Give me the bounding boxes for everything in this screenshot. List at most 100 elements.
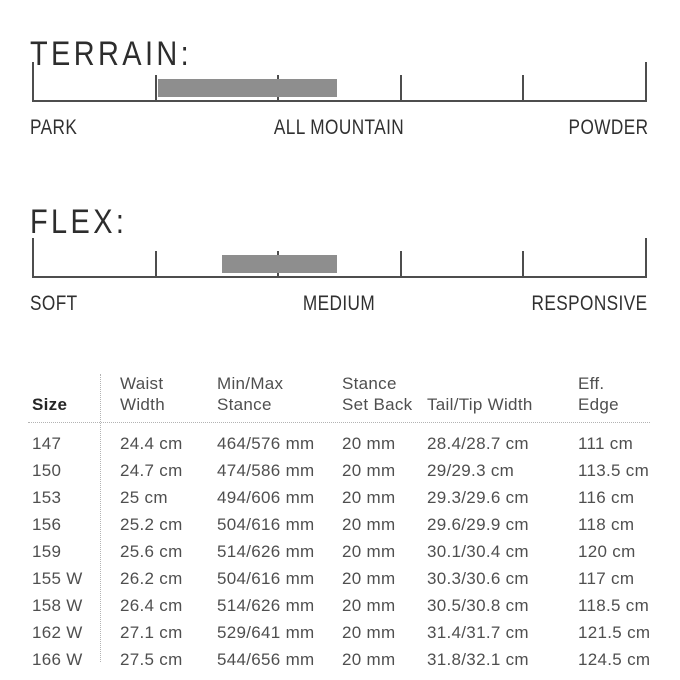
table-cell: 158 W [32,596,83,616]
table-cell: 29.6/29.9 cm [427,514,529,534]
terrain-label-powder: POWDER [568,116,648,139]
header-cell: Tail/Tip Width [427,395,533,415]
scale-tick [645,62,647,102]
terrain-scale [32,62,647,102]
scale-tick [522,75,525,102]
flex-label-responsive: RESPONSIVE [531,292,648,315]
header-cell: Waist Width [120,373,165,415]
flex-label-medium: MEDIUM [302,292,376,315]
table-cell: 504/616 mm [217,569,315,589]
table-cell: 24.7 cm [120,460,183,480]
table-row: 159 25.6 cm 514/626 mm 20 mm 30.1/30.4 cm 120… [32,538,650,565]
table-cell: 30.5/30.8 cm [427,596,529,616]
table-cell: 124.5 cm [578,650,651,670]
table-cell: 30.3/30.6 cm [427,569,529,589]
table-cell: 26.2 cm [120,569,183,589]
table-cell: 25.6 cm [120,541,183,561]
table-cell: 20 mm [342,623,396,643]
scale-tick [154,251,157,278]
table-cell: 514/626 mm [217,541,315,561]
table-cell: 504/616 mm [217,514,315,534]
scale-tick [154,75,157,102]
size-table-header-row: Size Waist Width Min/Max Stance Stance Set … [32,370,650,418]
table-cell: 29.3/29.6 cm [427,487,529,507]
flex-scale [32,238,647,278]
table-row: 150 24.7 cm 474/586 mm 20 mm 29/29.3 cm 113.5… [32,457,650,484]
table-cell: 31.8/32.1 cm [427,650,529,670]
table-cell: 121.5 cm [578,623,651,643]
header-cell: Min/Max Stance [217,373,284,415]
table-cell: 120 cm [578,541,636,561]
table-cell: 20 mm [342,650,396,670]
table-cell: 27.1 cm [120,623,183,643]
table-cell: 111 cm [578,433,634,453]
terrain-heading: TERRAIN: [30,35,193,74]
scale-tick [32,238,34,278]
table-row: 158 W 26.4 cm 514/626 mm 20 mm 30.5/30.8 cm 1… [32,593,650,620]
table-cell: 26.4 cm [120,596,183,616]
table-cell: 116 cm [578,487,635,507]
table-cell: 20 mm [342,541,396,561]
flex-scale-labels: SOFT MEDIUM RESPONSIVE [30,292,648,315]
table-cell: 20 mm [342,514,396,534]
table-cell: 20 mm [342,569,396,589]
table-cell: 147 [32,433,62,453]
table-header-dotted-separator [28,422,650,423]
table-cell: 155 W [32,569,83,589]
table-cell: 24.4 cm [120,433,183,453]
flex-label-soft: SOFT [30,292,78,315]
table-cell: 514/626 mm [217,596,315,616]
table-row: 162 W 27.1 cm 529/641 mm 20 mm 31.4/31.7 cm 1… [32,620,650,647]
header-cell: Size [32,395,68,415]
terrain-scale-labels: PARK ALL MOUNTAIN POWDER [30,116,648,139]
scale-tick [522,251,525,278]
table-row: 155 W 26.2 cm 504/616 mm 20 mm 30.3/30.6 cm 1… [32,565,650,592]
table-cell: 159 [32,541,62,561]
table-row: 166 W 27.5 cm 544/656 mm 20 mm 31.8/32.1 cm 1… [32,647,650,674]
table-cell: 27.5 cm [120,650,183,670]
table-cell: 156 [32,514,62,534]
table-cell: 494/606 mm [217,487,315,507]
scale-tick [32,62,34,102]
table-cell: 117 cm [578,569,635,589]
table-cell: 30.1/30.4 cm [427,541,529,561]
table-cell: 20 mm [342,596,396,616]
table-cell: 150 [32,460,62,480]
table-cell: 29/29.3 cm [427,460,515,480]
table-cell: 113.5 cm [578,460,650,480]
size-table-body: 147 24.4 cm 464/576 mm 20 mm 28.4/28.7 cm 111… [32,430,650,674]
header-cell: Eff. Edge [578,373,619,415]
table-row: 147 24.4 cm 464/576 mm 20 mm 28.4/28.7 cm 111… [32,430,650,457]
scale-tick [399,75,402,102]
table-cell: 118 cm [578,514,635,534]
table-cell: 20 mm [342,433,396,453]
table-cell: 28.4/28.7 cm [427,433,529,453]
table-cell: 20 mm [342,487,396,507]
table-cell: 20 mm [342,460,396,480]
table-cell: 474/586 mm [217,460,315,480]
flex-heading: FLEX: [30,203,128,242]
terrain-rating-bar [158,79,337,97]
table-cell: 25.2 cm [120,514,183,534]
table-cell: 166 W [32,650,83,670]
table-cell: 25 cm [120,487,168,507]
terrain-label-all-mountain: ALL MOUNTAIN [273,116,405,139]
table-cell: 153 [32,487,62,507]
flex-rating-bar [222,255,337,273]
scale-tick [645,238,647,278]
terrain-label-park: PARK [30,116,78,139]
table-row: 153 25 cm 494/606 mm 20 mm 29.3/29.6 cm 116 c… [32,484,650,511]
flex-scale-baseline [32,276,647,278]
table-row: 156 25.2 cm 504/616 mm 20 mm 29.6/29.9 cm 118… [32,511,650,538]
table-cell: 118.5 cm [578,596,650,616]
terrain-scale-baseline [32,100,647,102]
header-cell: Stance Set Back [342,373,413,415]
table-cell: 529/641 mm [217,623,315,643]
table-cell: 464/576 mm [217,433,315,453]
size-column-dotted-separator [100,374,101,662]
scale-tick [399,251,402,278]
table-cell: 162 W [32,623,83,643]
table-cell: 31.4/31.7 cm [427,623,529,643]
table-cell: 544/656 mm [217,650,315,670]
